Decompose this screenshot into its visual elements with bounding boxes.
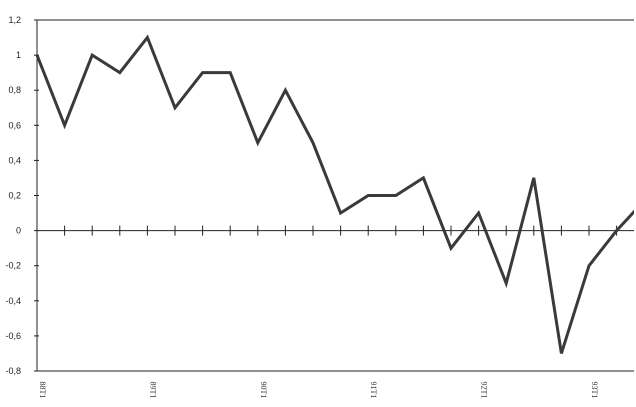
y-tick-label: -0,8 xyxy=(5,366,21,376)
x-tick-label: 89T1 xyxy=(148,382,157,399)
x-ticks-group: 88T1 89T1 90T1 91T1 92T1 93T1 xyxy=(36,225,618,399)
y-tick-label: 0,8 xyxy=(8,85,21,95)
series-line xyxy=(35,34,634,354)
axes-group xyxy=(36,19,634,372)
x-tick-label: 88T1 xyxy=(38,382,47,399)
y-tick-label: 0 xyxy=(16,226,21,236)
x-tick-label: 91T1 xyxy=(369,382,378,399)
y-tick-label: 1,2 xyxy=(8,15,21,25)
series-group xyxy=(35,34,634,354)
y-tick-label: 0,6 xyxy=(8,120,21,130)
y-tick-label: 0,4 xyxy=(8,155,21,165)
x-tick-label: 90T1 xyxy=(259,382,268,399)
y-tick-label: 1 xyxy=(16,50,21,60)
x-tick-label: 92T1 xyxy=(480,382,489,399)
y-ticks-group: 1,2 1 0,8 0,6 0,4 0,2 0 -0,2 -0,4 -0,6 -0,8 xyxy=(5,15,39,376)
y-tick-label: -0,2 xyxy=(5,261,21,271)
y-tick-label: -0,6 xyxy=(5,331,21,341)
y-tick-label: -0,4 xyxy=(5,296,21,306)
x-tick-label: 93T1 xyxy=(590,382,599,399)
y-tick-label: 0,2 xyxy=(8,191,21,201)
